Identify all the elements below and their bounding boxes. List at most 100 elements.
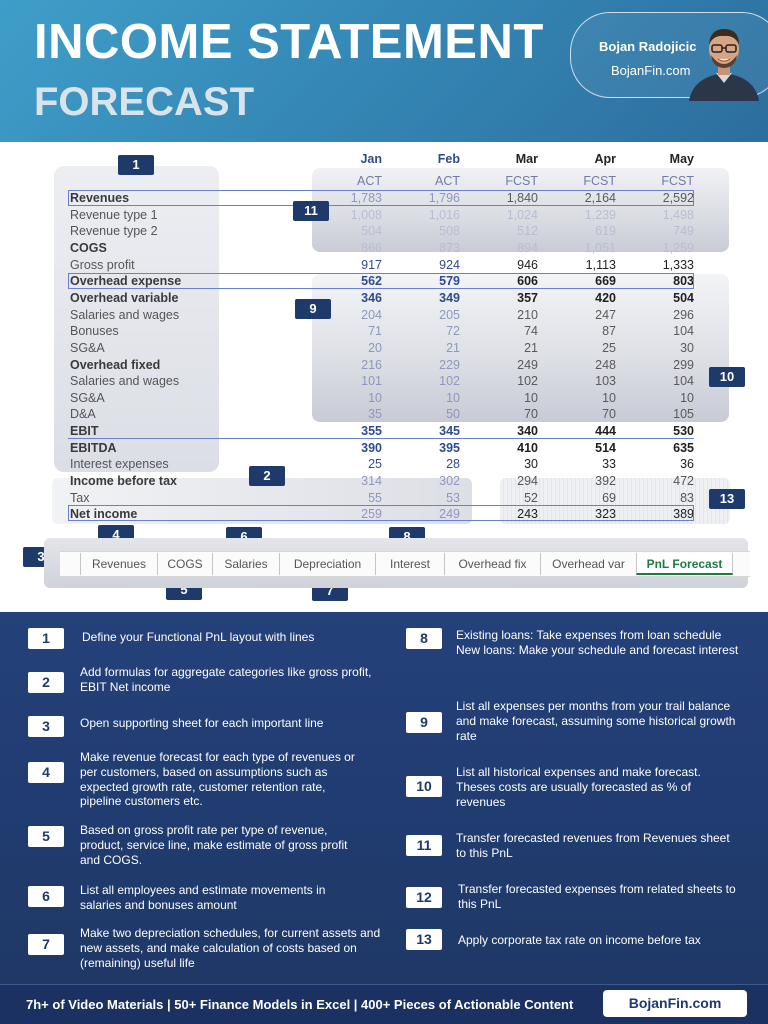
sheet-tab-overhead-fix[interactable]: Overhead fix [444,553,540,575]
step-text: List all employees and estimate movement… [80,883,326,912]
table-cell: 249 [439,507,460,522]
table-cell: 243 [517,507,538,522]
step-number: 7 [28,934,64,955]
table-cell: 2,592 [662,191,694,205]
table-cell: 1,840 [506,191,538,205]
sheet-tab-overhead-var[interactable]: Overhead var [540,553,636,575]
table-cell: 302 [439,474,460,489]
step-number: 4 [28,762,64,783]
table-cell: 635 [673,440,694,455]
table-cell: 229 [439,357,460,372]
table-cell: 104 [673,324,694,339]
table-cell: 1,113 [585,257,616,272]
table-cell: 52 [524,490,538,505]
sheet-tab-pnl-forecast[interactable]: PnL Forecast [636,553,733,575]
month-header: Apr [594,152,616,166]
step-text: Existing loans: Take expenses from loan … [456,628,739,657]
step-number: 1 [28,628,64,649]
table-cell: 30 [524,457,538,472]
table-cell: 74 [524,324,538,339]
row-label: Salaries and wages [70,374,180,389]
table-cell: 514 [595,440,616,455]
table-cell: 866 [361,240,382,255]
callout-badge-9: 9 [295,299,331,319]
table-cell: 71 [368,324,382,339]
table-cell: 349 [439,290,460,305]
row-label: Salaries and wages [70,307,180,322]
table-cell: 803 [673,274,694,289]
step-number: 11 [406,835,442,856]
table-cell: 444 [595,424,616,439]
row-label: D&A [70,407,96,422]
sheet-tab-interest[interactable]: Interest [375,553,444,575]
author-name: Bojan Radojicic [599,39,697,54]
row-label: Revenues [70,191,130,205]
table-cell: 504 [673,290,694,305]
website-button[interactable]: BojanFin.com [603,990,747,1017]
callout-badge-1: 1 [118,155,154,175]
row-label: Gross profit [70,257,135,272]
row-label: Income before tax [70,474,177,489]
step-number: 6 [28,886,64,907]
step-text: Transfer forecasted revenues from Revenu… [456,831,730,860]
table-cell: 259 [361,507,382,522]
table-cell: 248 [595,357,616,372]
sheet-tab-cogs[interactable]: COGS [157,553,212,575]
row-label: SG&A [70,390,105,405]
table-cell: 619 [595,224,616,239]
table-cell: 314 [361,474,382,489]
step-number: 8 [406,628,442,649]
title-line-1: INCOME STATEMENT [34,15,544,69]
table-cell: 36 [680,457,694,472]
table-cell: 10 [368,390,382,405]
type-header: FCST [661,174,694,188]
table-cell: 2,164 [584,191,616,205]
callout-badge-10: 10 [709,367,745,387]
table-cell: 917 [361,257,382,272]
step-number: 13 [406,929,442,950]
table-cell: 410 [517,440,538,455]
table-cell: 340 [517,424,538,439]
table-cell: 28 [446,457,460,472]
table-cell: 1,016 [428,207,460,222]
table-cell: 33 [602,457,616,472]
table-cell: 25 [368,457,382,472]
table-cell: 21 [524,340,538,355]
table-cell: 35 [368,407,382,422]
table-cell: 103 [595,374,616,389]
table-cell: 1,024 [506,207,538,222]
table-cell: 390 [361,440,382,455]
table-cell: 873 [439,240,460,255]
row-label: Net income [70,507,138,522]
table-cell: 249 [517,357,538,372]
table-cell: 894 [517,240,538,255]
tax-forecast-panel [500,478,730,524]
table-cell: 104 [673,374,694,389]
table-cell: 512 [517,224,538,239]
table-cell: 1,498 [662,207,694,222]
callout-badge-2: 2 [249,466,285,486]
table-cell: 55 [368,490,382,505]
table-cell: 395 [439,440,460,455]
table-cell: 102 [517,374,538,389]
sheet-tab-depreciation[interactable]: Depreciation [279,553,375,575]
table-cell: 296 [673,307,694,322]
row-label: EBITDA [70,440,117,455]
row-label: Revenue type 1 [70,207,158,222]
table-cell: 21 [446,340,460,355]
row-label: Bonuses [70,324,119,339]
table-cell: 562 [361,274,382,289]
table-cell: 749 [673,224,694,239]
table-cell: 669 [595,274,616,289]
row-label: Overhead fixed [70,357,161,372]
step-number: 5 [28,826,64,847]
table-cell: 1,259 [662,240,694,255]
step-text: Apply corporate tax rate on income befor… [458,933,701,947]
sheet-tab-salaries[interactable]: Salaries [212,553,279,575]
table-cell: 294 [517,474,538,489]
month-header: Mar [515,152,538,166]
month-header: Jan [360,152,382,166]
step-number: 10 [406,776,442,797]
sheet-tab-revenues[interactable]: Revenues [80,553,157,575]
table-cell: 1,796 [428,191,460,205]
